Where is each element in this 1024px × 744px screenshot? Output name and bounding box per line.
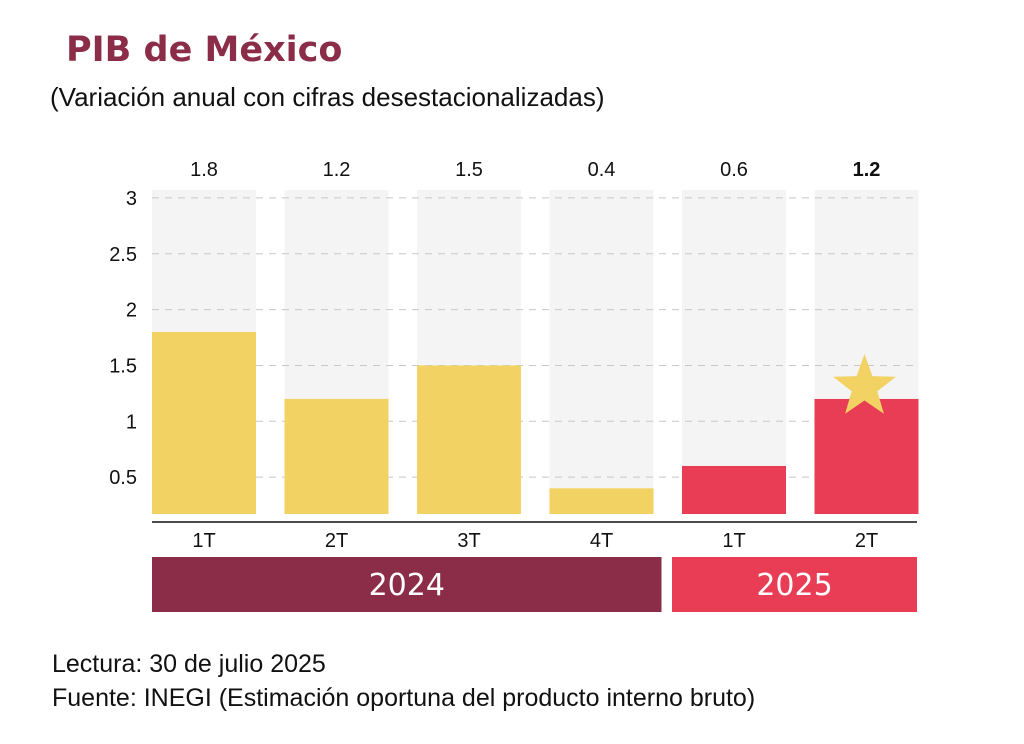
- y-tick-label: 2.5: [109, 244, 137, 266]
- value-label: 1.5: [455, 159, 483, 181]
- y-tick-label: 1.5: [109, 355, 137, 377]
- x-tick-label: 1T: [722, 530, 745, 552]
- x-tick-label: 2T: [325, 530, 348, 552]
- x-axis-ticks: 1T 2T 3T 4T 1T 2T: [192, 530, 878, 552]
- bar: [549, 488, 654, 514]
- value-labels: 1.8 1.2 1.5 0.4 0.6 1.2: [190, 159, 880, 181]
- footer-reading: Lectura: 30 de julio 2025: [52, 650, 326, 678]
- y-tick-label: 2: [126, 300, 137, 322]
- chart-subtitle: (Variación anual con cifras desestaciona…: [50, 82, 605, 112]
- x-tick-label: 4T: [590, 530, 613, 552]
- background-bar: [549, 190, 654, 514]
- y-axis-ticks: 0.5 1 1.5 2 2.5 3: [109, 188, 137, 489]
- x-tick-label: 2T: [855, 530, 878, 552]
- bar: [814, 398, 919, 514]
- footer-source: Fuente: INEGI (Estimación oportuna del p…: [52, 684, 756, 712]
- year-band: [672, 557, 917, 612]
- value-label: 0.6: [720, 159, 748, 181]
- y-tick-label: 0.5: [109, 467, 137, 489]
- year-groups: 2024 2025: [152, 557, 917, 612]
- value-label: 1.2: [323, 159, 351, 181]
- bar: [152, 331, 256, 514]
- bar: [417, 365, 521, 514]
- value-label: 1.8: [190, 159, 218, 181]
- year-band: [152, 557, 662, 612]
- chart-title: PIB de México: [66, 30, 343, 70]
- background-bar: [682, 190, 786, 514]
- background-bars: [152, 190, 919, 514]
- star-icon: [833, 354, 896, 414]
- x-tick-label: 3T: [457, 530, 480, 552]
- bar: [682, 465, 786, 514]
- data-bars: [152, 331, 919, 514]
- year-band-label: 2024: [369, 568, 445, 603]
- year-band-label: 2025: [756, 568, 832, 603]
- y-tick-label: 1: [126, 411, 137, 433]
- gridlines: [152, 197, 917, 478]
- value-label: 1.2: [853, 159, 881, 181]
- star-icon: [833, 354, 896, 414]
- x-tick-label: 1T: [192, 530, 215, 552]
- bar: [284, 398, 389, 514]
- y-tick-label: 3: [126, 188, 137, 210]
- value-label: 0.4: [588, 159, 616, 181]
